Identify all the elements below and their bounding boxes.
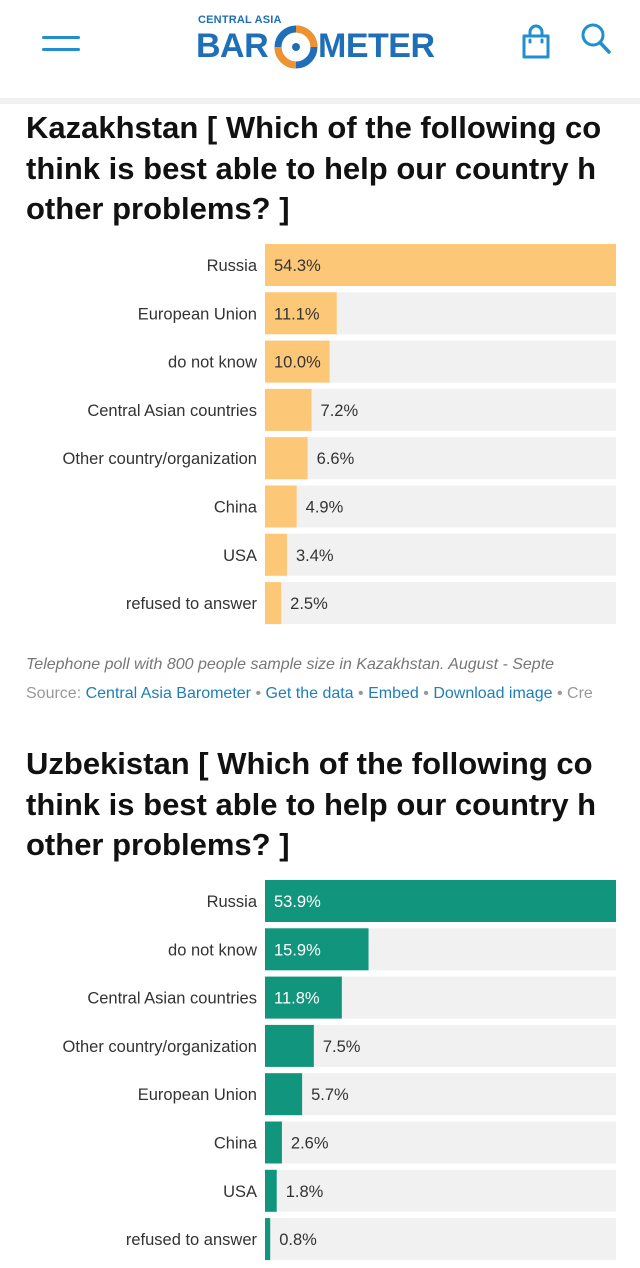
category-label: China xyxy=(214,1135,258,1153)
title-line: Uzbekistan [ Which of the following co xyxy=(26,746,593,781)
bar-track xyxy=(265,1169,616,1212)
bar-chart-kazakhstan: Russia 54.3% European Union 11.1% do not kno… xyxy=(63,244,616,625)
bar[interactable] xyxy=(265,292,337,335)
title-line: think is best able to help our country h xyxy=(26,786,597,822)
value-label: 7.5% xyxy=(323,1038,361,1056)
embed-link[interactable]: Embed xyxy=(368,685,419,702)
title-line: other problems? ] xyxy=(26,191,290,226)
bar[interactable] xyxy=(265,1024,314,1067)
barometer-dial-icon xyxy=(274,25,318,69)
bar-track xyxy=(265,388,616,431)
separator: • xyxy=(255,685,262,702)
category-label: USA xyxy=(223,1183,257,1201)
category-label: Other country/organization xyxy=(63,450,257,468)
value-label: 3.4% xyxy=(296,547,334,565)
category-label: Central Asian countries xyxy=(87,402,257,420)
logo-word-left: BAR xyxy=(196,27,269,65)
get-data-link[interactable]: Get the data xyxy=(265,685,354,702)
bar[interactable] xyxy=(265,582,282,625)
category-label: Russia xyxy=(207,257,258,275)
logo-subtitle: CENTRAL ASIA xyxy=(198,14,282,26)
bar[interactable] xyxy=(265,976,342,1019)
value-label: 5.7% xyxy=(311,1086,349,1104)
bar[interactable] xyxy=(265,1169,277,1212)
bar[interactable] xyxy=(265,880,616,922)
bar[interactable] xyxy=(265,1073,303,1116)
bar-track xyxy=(265,1121,616,1164)
separator: • xyxy=(423,685,429,702)
bar-track xyxy=(265,1218,616,1261)
hamburger-menu-icon[interactable] xyxy=(42,30,82,58)
source-prefix: Source: xyxy=(26,685,82,702)
bar-track xyxy=(265,485,616,528)
value-label: 11.8% xyxy=(274,990,320,1008)
category-label: China xyxy=(214,499,258,517)
category-label: refused to answer xyxy=(126,1231,258,1249)
value-label: 7.2% xyxy=(321,402,359,420)
chart-title-kazakhstan: Kazakhstan [ Which of the following co t… xyxy=(26,108,640,230)
bar-track xyxy=(265,533,616,576)
download-image-link[interactable]: Download image xyxy=(433,685,553,702)
value-label: 53.9% xyxy=(274,893,321,911)
bar[interactable] xyxy=(265,928,369,971)
value-label: 54.3% xyxy=(274,257,321,275)
bar[interactable] xyxy=(265,388,312,431)
separator: • xyxy=(556,685,563,702)
shopping-bag-icon[interactable] xyxy=(520,24,552,60)
title-line: think is best able to help our country h xyxy=(26,150,597,186)
category-label: USA xyxy=(223,547,257,565)
bar[interactable] xyxy=(265,485,297,528)
bar-track xyxy=(265,582,616,625)
title-line: Kazakhstan [ Which of the following co xyxy=(26,110,602,145)
category-label: European Union xyxy=(138,305,257,323)
bar-track xyxy=(265,1024,616,1067)
source-trailing: Cre xyxy=(567,685,593,702)
source-line: Source: Central Asia Barometer • Get the… xyxy=(26,685,593,703)
chart-caption: Telephone poll with 800 people sample si… xyxy=(26,656,555,673)
value-label: 4.9% xyxy=(306,499,344,517)
bar[interactable] xyxy=(265,1121,282,1164)
site-header: CENTRAL ASIA BAR METER xyxy=(0,0,640,98)
site-logo[interactable]: CENTRAL ASIA BAR METER xyxy=(196,12,448,74)
title-line: other problems? ] xyxy=(26,827,290,862)
category-label: refused to answer xyxy=(126,595,258,613)
search-icon[interactable] xyxy=(580,22,612,56)
value-label: 15.9% xyxy=(274,941,321,959)
chart-title-uzbekistan: Uzbekistan [ Which of the following co t… xyxy=(26,744,640,866)
value-label: 1.8% xyxy=(286,1183,324,1201)
bar[interactable] xyxy=(265,1218,271,1261)
value-label: 0.8% xyxy=(279,1231,317,1249)
category-label: European Union xyxy=(138,1086,257,1104)
category-label: Central Asian countries xyxy=(87,990,257,1008)
value-label: 2.5% xyxy=(290,595,328,613)
bar[interactable] xyxy=(265,340,330,383)
bar-track xyxy=(265,1073,616,1116)
category-label: Russia xyxy=(207,893,258,911)
separator: • xyxy=(358,685,364,702)
logo-word-right: METER xyxy=(318,27,435,65)
value-label: 2.6% xyxy=(291,1135,329,1153)
source-link[interactable]: Central Asia Barometer xyxy=(85,685,251,702)
bar[interactable] xyxy=(265,437,308,480)
value-label: 6.6% xyxy=(317,450,355,468)
category-label: do not know xyxy=(168,941,257,959)
bar-track xyxy=(265,437,616,480)
bar[interactable] xyxy=(265,244,616,286)
category-label: Other country/organization xyxy=(63,1038,257,1056)
value-label: 10.0% xyxy=(274,354,321,372)
bar[interactable] xyxy=(265,533,287,576)
header-divider xyxy=(0,98,640,104)
category-label: do not know xyxy=(168,354,257,372)
value-label: 11.1% xyxy=(274,305,320,323)
bar-chart-uzbekistan: Russia 53.9% do not know 15.9% Central Asian… xyxy=(63,880,616,1261)
